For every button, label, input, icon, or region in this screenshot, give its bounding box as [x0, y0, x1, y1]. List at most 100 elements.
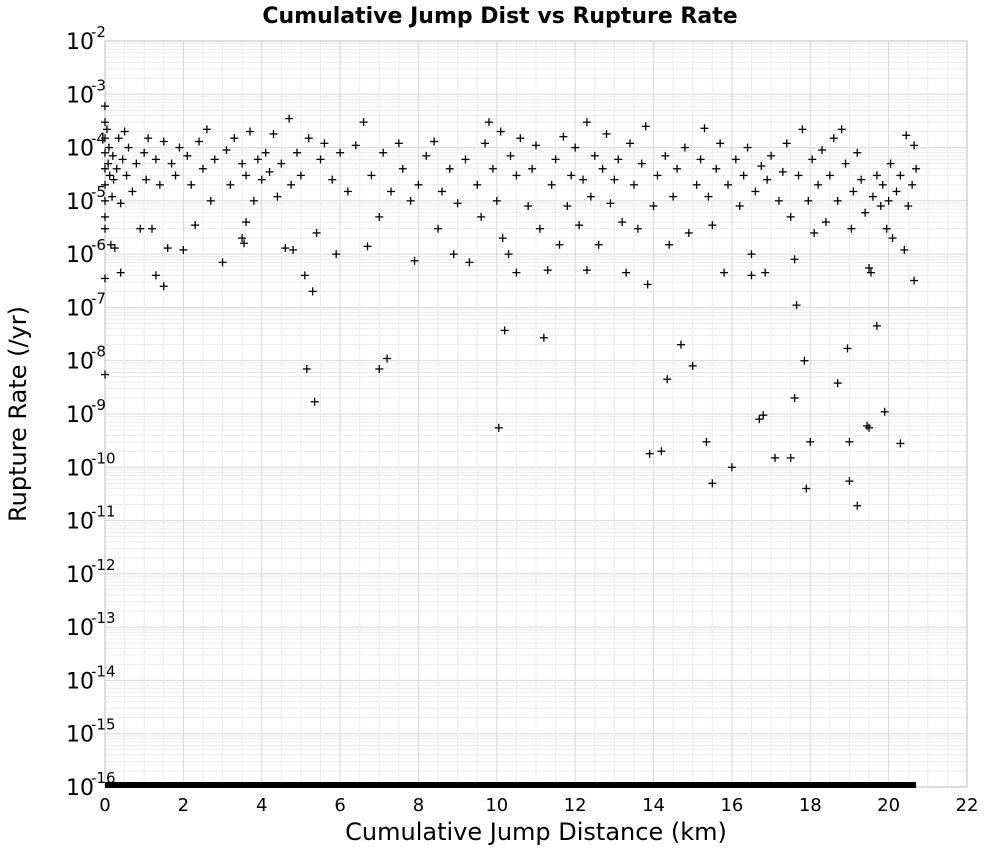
- data-point: [704, 192, 713, 201]
- data-point: [845, 437, 854, 446]
- data-point: [379, 148, 388, 157]
- y-tick-exponent: -10: [91, 449, 116, 467]
- data-point: [363, 242, 372, 251]
- y-tick-exponent: -6: [91, 236, 106, 254]
- data-point: [833, 196, 842, 205]
- data-point: [316, 155, 325, 164]
- data-point: [195, 137, 204, 146]
- data-point: [242, 171, 251, 180]
- data-point: [410, 256, 419, 265]
- y-tick-base: 10: [66, 30, 94, 55]
- x-tick-label: 8: [413, 795, 424, 816]
- data-point: [865, 423, 874, 432]
- data-point: [720, 268, 729, 277]
- data-point: [872, 321, 881, 330]
- data-point: [191, 221, 200, 230]
- data-point: [494, 423, 503, 432]
- data-point: [802, 484, 811, 493]
- data-point: [900, 245, 909, 254]
- y-tick-base: 10: [66, 563, 94, 588]
- data-point: [101, 148, 109, 157]
- data-point: [477, 212, 486, 221]
- y-tick-exponent: -16: [91, 769, 116, 787]
- data-point: [680, 143, 689, 152]
- data-point: [109, 175, 118, 184]
- data-point: [808, 155, 817, 164]
- data-point: [285, 114, 294, 123]
- data-point: [414, 180, 423, 189]
- data-point: [222, 146, 231, 155]
- data-point: [351, 141, 360, 150]
- y-tick-base: 10: [66, 137, 94, 162]
- data-point: [101, 224, 109, 233]
- data-point: [287, 180, 296, 189]
- y-tick-exponent: -11: [91, 503, 116, 521]
- y-tick-exponent: -8: [91, 343, 106, 361]
- x-tick-label: 4: [256, 795, 267, 816]
- data-point: [512, 171, 521, 180]
- data-point: [735, 202, 744, 211]
- data-point: [202, 125, 211, 134]
- data-point: [453, 199, 462, 208]
- data-point: [488, 164, 497, 173]
- data-point: [872, 171, 881, 180]
- data-point: [543, 266, 552, 275]
- data-point: [398, 164, 407, 173]
- y-tick-label: 10-12: [66, 556, 116, 588]
- y-tick-label: 10-13: [66, 609, 116, 641]
- data-point: [492, 196, 501, 205]
- data-point: [461, 155, 470, 164]
- data-point: [198, 164, 207, 173]
- x-tick-label: 10: [485, 795, 508, 816]
- data-point: [151, 155, 160, 164]
- data-point: [598, 164, 607, 173]
- data-point: [343, 187, 352, 196]
- data-point: [142, 175, 151, 184]
- y-tick-label: 10-15: [66, 716, 116, 748]
- data-point: [845, 477, 854, 486]
- data-point: [559, 132, 568, 141]
- data-point: [814, 180, 823, 189]
- data-point: [688, 361, 697, 370]
- data-point: [610, 175, 619, 184]
- data-point: [506, 151, 515, 160]
- data-point: [104, 143, 113, 152]
- y-tick-exponent: -5: [91, 183, 106, 201]
- data-point: [669, 192, 678, 201]
- y-tick-label: 10-16: [66, 769, 116, 801]
- data-point: [663, 375, 672, 384]
- data-point: [167, 159, 176, 168]
- y-tick-label: 10-3: [66, 76, 106, 108]
- data-point: [116, 199, 125, 208]
- data-point: [496, 127, 505, 136]
- data-point: [320, 139, 329, 148]
- data-point: [904, 202, 913, 211]
- data-point: [575, 221, 584, 230]
- data-point: [128, 187, 137, 196]
- data-point: [712, 164, 721, 173]
- data-point: [104, 159, 113, 168]
- data-point: [120, 127, 129, 136]
- data-point: [649, 202, 658, 211]
- data-point: [863, 421, 872, 430]
- data-point: [101, 274, 109, 283]
- data-point: [532, 141, 540, 150]
- data-point: [245, 127, 254, 136]
- data-point: [582, 118, 591, 127]
- data-point: [579, 175, 588, 184]
- data-point: [206, 196, 215, 205]
- data-point: [500, 326, 509, 335]
- data-point: [910, 276, 919, 285]
- data-point: [847, 224, 856, 233]
- data-point: [786, 212, 795, 221]
- data-point: [778, 167, 787, 176]
- data-point: [563, 202, 572, 211]
- data-point: [790, 393, 799, 402]
- data-point: [359, 118, 368, 127]
- data-point: [771, 453, 780, 462]
- data-point: [292, 148, 301, 157]
- data-point: [641, 122, 650, 131]
- y-tick-label: 10-2: [66, 23, 106, 55]
